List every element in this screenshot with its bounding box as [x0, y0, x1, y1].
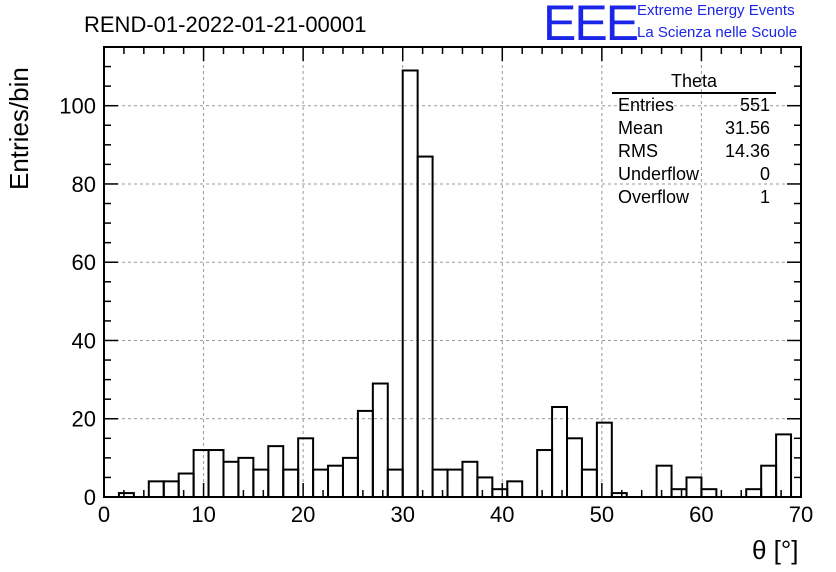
x-tick-label: 70 [789, 502, 813, 527]
eee-logo: EEE [543, 0, 639, 51]
histogram-bar [506, 480, 524, 499]
stats-title: Theta [612, 70, 776, 94]
histogram-bar [685, 476, 703, 499]
histogram-bar [566, 437, 583, 499]
histogram-bar [356, 409, 374, 499]
y-tick-label: 20 [72, 407, 96, 432]
plot-frame [103, 46, 802, 498]
histogram-bar [252, 468, 270, 499]
stats-label: Overflow [618, 187, 690, 207]
histogram-bar [386, 468, 404, 499]
histogram-bar [162, 480, 180, 499]
histogram-bar [401, 69, 419, 498]
stats-label: Entries [618, 95, 675, 115]
histogram-bar [431, 468, 449, 499]
histogram-bar [237, 456, 255, 499]
stats-label: Underflow [618, 164, 700, 184]
stats-row-rms: RMS 14.36 [612, 140, 776, 163]
histogram-bar [341, 456, 359, 499]
histogram-bar [177, 472, 195, 498]
stats-value: 14.36 [724, 141, 770, 161]
y-axis-label: Entries/bin [4, 67, 34, 190]
histogram-bar [551, 406, 569, 498]
histogram-bar [536, 449, 554, 499]
histogram-bar [491, 488, 509, 499]
y-tick-label: 40 [72, 328, 96, 353]
stats-label: RMS [618, 141, 658, 161]
histogram-bar [282, 468, 300, 499]
histogram-bar [745, 488, 763, 499]
x-tick-label: 40 [490, 502, 514, 527]
histogram-bar [267, 445, 285, 498]
x-tick-label: 10 [191, 502, 215, 527]
stats-row-entries: Entries 551 [612, 94, 776, 117]
logo-subtitle-1: Extreme Energy Events [637, 2, 795, 19]
histogram-bar [655, 464, 673, 498]
histogram-bar [775, 433, 793, 498]
stats-value: 551 [739, 95, 770, 115]
x-tick-label: 0 [98, 502, 110, 527]
histogram-bar [312, 468, 330, 499]
chart-title: REND-01-2022-01-21-00001 [84, 12, 367, 37]
stats-row-overflow: Overflow 1 [612, 186, 776, 209]
x-tick-label: 30 [390, 502, 414, 527]
stats-row-mean: Mean 31.56 [612, 117, 776, 140]
stats-row-underflow: Underflow 0 [612, 163, 776, 186]
y-tick-label: 80 [72, 172, 96, 197]
histogram-bar [327, 464, 344, 498]
histogram-bar [192, 449, 210, 499]
logo-subtitle-2: La Scienza nelle Scuole [637, 24, 798, 41]
y-tick-label: 60 [72, 250, 96, 275]
histogram-bar [416, 155, 434, 498]
histogram-bar [580, 468, 598, 499]
histogram-bar [760, 464, 778, 498]
histogram-bar [446, 468, 464, 499]
stats-value: 31.56 [724, 118, 770, 138]
x-tick-label: 20 [291, 502, 315, 527]
histogram-bar [700, 488, 718, 499]
histogram-bar [371, 382, 389, 498]
stats-value: 1 [759, 187, 770, 207]
stats-label: Mean [618, 118, 664, 138]
histogram-bar [476, 476, 494, 499]
stats-box: Theta Entries 551 Mean 31.56 RMS 14.36 U… [612, 70, 776, 209]
stats-value: 0 [759, 164, 770, 184]
y-tick-label: 0 [84, 485, 96, 510]
histogram-bar [222, 460, 240, 499]
x-tick-label: 60 [689, 502, 713, 527]
histogram-bar [595, 421, 613, 498]
y-tick-label: 100 [59, 94, 96, 119]
histogram-bar [670, 488, 688, 499]
histogram-bar [147, 480, 165, 499]
histogram-bar [297, 437, 315, 499]
histogram-bar [207, 449, 225, 499]
x-tick-label: 50 [590, 502, 614, 527]
histogram-bar [461, 460, 479, 499]
x-axis-label: θ [°] [752, 535, 799, 565]
